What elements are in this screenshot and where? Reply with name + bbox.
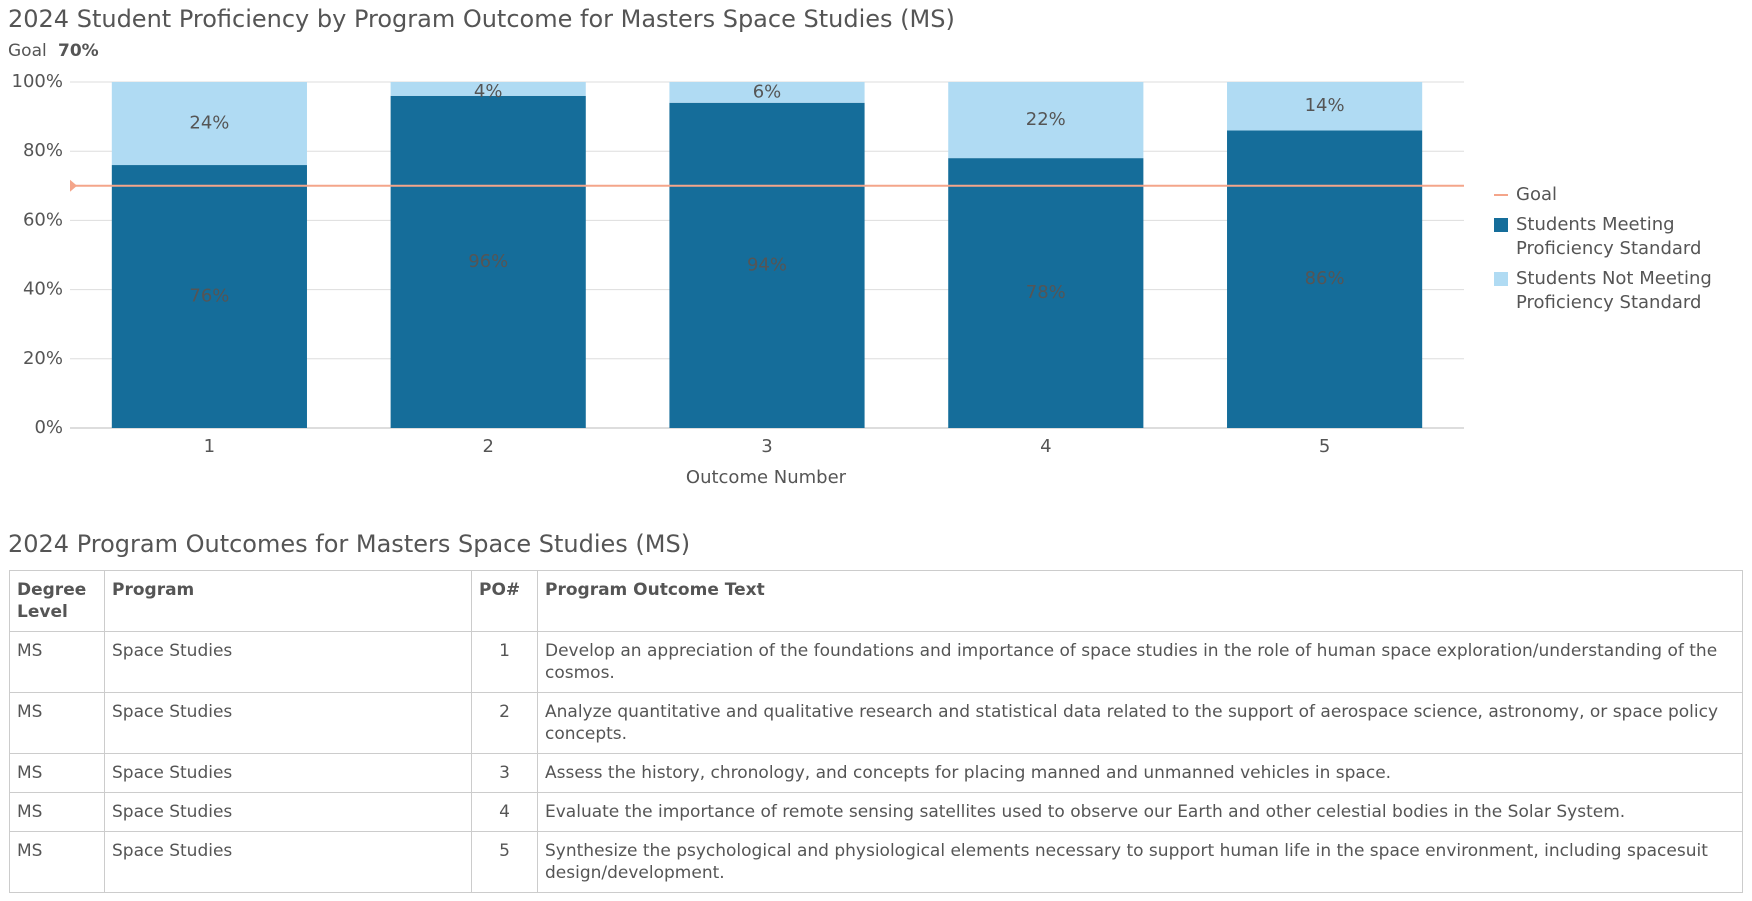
- table-cell: Evaluate the importance of remote sensin…: [537, 792, 1743, 832]
- table-row: MS Space Studies 3 Assess the history, chro…: [9, 753, 1743, 793]
- data-label: 14%: [1305, 95, 1345, 116]
- y-tick-label: 20%: [23, 348, 63, 369]
- goal-marker: [70, 179, 77, 192]
- bar-segment: [669, 102, 865, 428]
- table-cell: Space Studies: [104, 631, 472, 693]
- header-cell: Program: [104, 570, 472, 632]
- table-row: MS Space Studies 1 Develop an appreciation …: [9, 631, 1743, 693]
- header-cell: Degree Level: [9, 570, 105, 632]
- y-tick-label: 40%: [23, 279, 63, 300]
- legend-label: Goal: [1516, 184, 1557, 205]
- bar-segment: [948, 82, 1144, 159]
- data-label: 94%: [747, 254, 787, 275]
- table-cell: Develop an appreciation of the foundatio…: [537, 631, 1743, 693]
- table-title: 2024 Program Outcomes for Masters Space …: [8, 530, 691, 558]
- data-label: 96%: [468, 251, 508, 272]
- table-row: MS Space Studies 4 Evaluate the importance …: [9, 792, 1743, 832]
- table-cell: MS: [9, 753, 105, 793]
- chart: 2024 Student Proficiency by Program Outc…: [8, 5, 1464, 488]
- table-cell: Space Studies: [104, 831, 472, 893]
- table-row: MS Space Studies 5 Synthesize the psycholog…: [9, 831, 1743, 893]
- legend-item: Students Meeting Proficiency Standard: [1494, 213, 1734, 261]
- header-cell: PO#: [471, 570, 538, 632]
- table-cell: 1: [471, 631, 538, 693]
- table-cell: 2: [471, 692, 538, 754]
- legend-swatch: [1494, 272, 1508, 286]
- bar-segment: [111, 165, 307, 429]
- table-cell: Assess the history, chronology, and conc…: [537, 753, 1743, 793]
- legend-item: Goal: [1494, 183, 1734, 207]
- table-cell: MS: [9, 792, 105, 832]
- legend-label: Students Meeting Proficiency Standard: [1516, 214, 1702, 259]
- y-tick-label: 60%: [23, 209, 63, 230]
- x-tick-label: 4: [1040, 436, 1051, 457]
- y-tick-label: 0%: [34, 417, 63, 438]
- bar-segment: [948, 158, 1144, 428]
- legend-line: [1494, 194, 1508, 196]
- y-tick-label: 80%: [23, 140, 63, 161]
- header-row: Degree Level Program PO# Program Outcome Te…: [9, 570, 1743, 632]
- outcomes-table: Degree Level Program PO# Program Outcome Te…: [9, 570, 1743, 893]
- table-cell: 3: [471, 753, 538, 793]
- x-tick-label: 2: [482, 436, 493, 457]
- goal-caption: Goal: [8, 41, 47, 61]
- legend: Goal Students Meeting Proficiency Standar…: [1494, 183, 1734, 321]
- data-label: 78%: [1026, 282, 1066, 303]
- table-cell: Analyze quantitative and qualitative res…: [537, 692, 1743, 754]
- table-cell: Space Studies: [104, 753, 472, 793]
- data-label: 4%: [474, 81, 503, 102]
- bar-segment: [1227, 130, 1423, 428]
- bar-segment: [669, 82, 865, 103]
- legend-swatch: [1494, 218, 1508, 232]
- bar-segment: [390, 82, 586, 96]
- table-cell: Space Studies: [104, 792, 472, 832]
- bar-segment: [1227, 82, 1423, 131]
- data-label: 6%: [753, 81, 782, 102]
- y-tick-label: 100%: [12, 71, 63, 92]
- x-tick-label: 1: [204, 436, 215, 457]
- data-label: 86%: [1305, 268, 1345, 289]
- x-tick-label: 5: [1319, 436, 1330, 457]
- header-cell: Program Outcome Text: [537, 570, 1743, 632]
- table-cell: MS: [9, 692, 105, 754]
- table-cell: Synthesize the psychological and physiol…: [537, 831, 1743, 893]
- goal-value: 70%: [58, 41, 99, 61]
- table-cell: Space Studies: [104, 692, 472, 754]
- table-cell: MS: [9, 831, 105, 893]
- x-tick-label: 3: [761, 436, 772, 457]
- data-label: 24%: [189, 113, 229, 134]
- data-label: 76%: [189, 286, 229, 307]
- bar-segment: [390, 95, 586, 428]
- table-row: MS Space Studies 2 Analyze quantitative and…: [9, 692, 1743, 754]
- legend-label: Students Not Meeting Proficiency Standar…: [1516, 268, 1712, 313]
- bar-segment: [111, 82, 307, 166]
- table-cell: 4: [471, 792, 538, 832]
- legend-item: Students Not Meeting Proficiency Standar…: [1494, 267, 1734, 315]
- table-cell: 5: [471, 831, 538, 893]
- x-axis-label: Outcome Number: [686, 467, 847, 488]
- data-label: 22%: [1026, 109, 1066, 130]
- table-cell: MS: [9, 631, 105, 693]
- chart-title: 2024 Student Proficiency by Program Outc…: [8, 5, 955, 33]
